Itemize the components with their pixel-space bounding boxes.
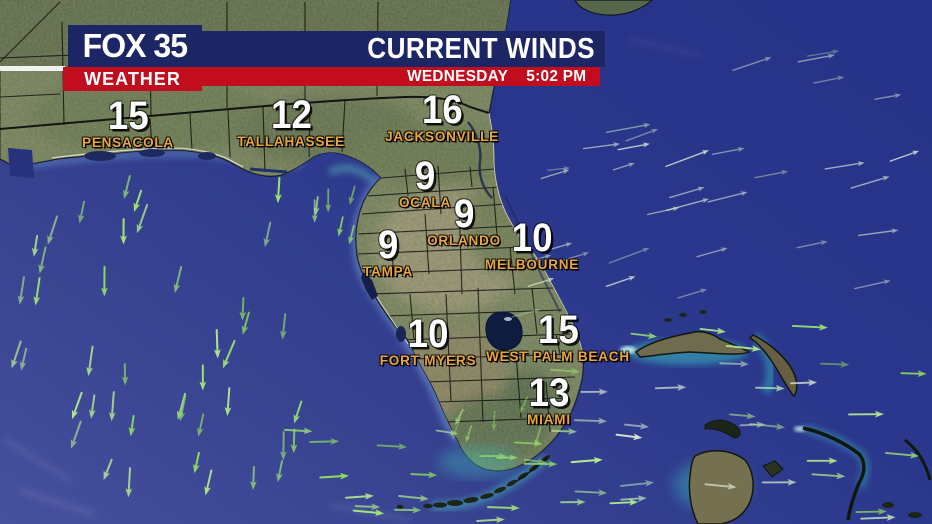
title-banner: CURRENT WINDS [202,31,605,67]
wind-arrows [11,49,927,524]
page-title: CURRENT WINDS [367,32,595,65]
fox35-logo-text: FOX 35 [82,27,188,64]
banner-left-rule [0,66,65,71]
fox35-logo: FOX 35 [68,25,202,67]
state-border [0,95,490,130]
time-label: 5:02 PM [526,67,587,85]
lake-okeechobee [485,311,523,351]
weather-tag: WEATHER [63,67,202,91]
weather-tag-text: WEATHER [84,68,181,89]
day-label: WEDNESDAY [407,67,509,85]
timestamp-banner: WEDNESDAY 5:02 PM [202,67,600,86]
florida-keys [396,455,551,510]
inland-water [8,121,561,351]
georgia-coast-sliver [574,0,653,16]
